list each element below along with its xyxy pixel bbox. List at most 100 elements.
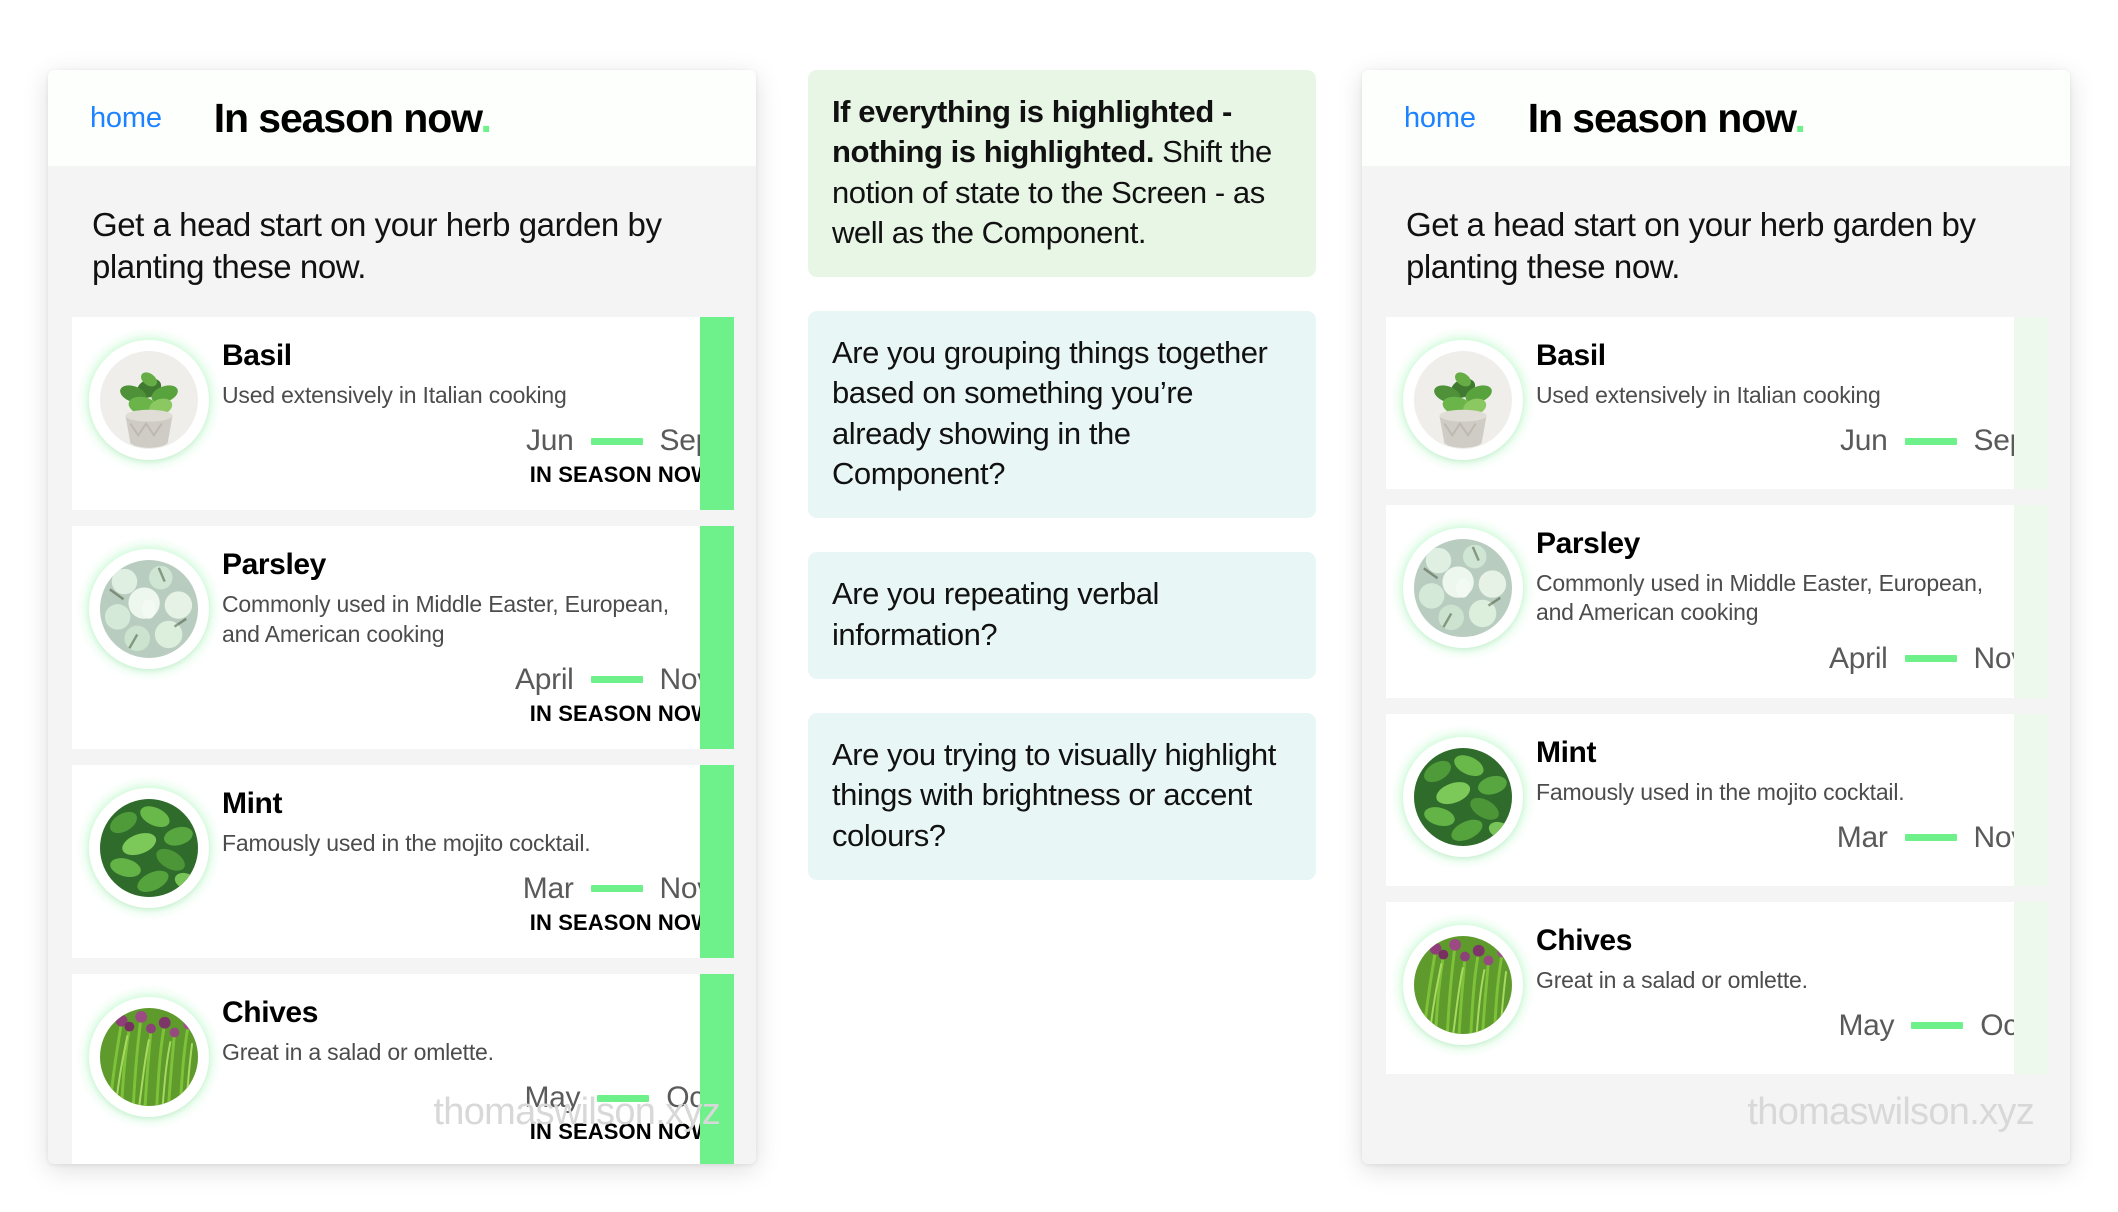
herb-description: Famously used in the mojito cocktail. xyxy=(1536,778,1905,805)
season-start-month: April xyxy=(1829,641,1888,675)
mint-leaves-icon xyxy=(1414,747,1512,846)
herb-thumbnail xyxy=(1408,929,1518,1040)
phone-panel-right: home In season now. Get a head start on … xyxy=(1362,70,2070,1164)
herb-card-list-left: Basil Used extensively in Italian cooking… xyxy=(48,317,756,1164)
herb-thumbnail xyxy=(94,792,204,903)
watermark-right: thomaswilson.xyz xyxy=(1747,1091,2034,1133)
annotation-note: If everything is highlighted - nothing i… xyxy=(808,70,1316,278)
season-range: May Oct xyxy=(1536,1009,2026,1043)
season-range: Mar Nov xyxy=(222,871,713,906)
intro-text: Get a head start on your herb garden by … xyxy=(92,206,662,285)
herb-thumbnail xyxy=(94,554,204,665)
herb-name: Chives xyxy=(1536,923,1632,957)
herb-card[interactable]: Basil Used extensively in Italian cooking… xyxy=(1386,317,2048,490)
herb-name: Mint xyxy=(222,786,283,820)
card-accent-bar xyxy=(2014,505,2048,698)
herb-description: Used extensively in Italian cooking xyxy=(1536,382,1881,409)
card-accent-bar xyxy=(2014,901,2048,1074)
herb-name: Mint xyxy=(1536,735,1597,769)
herb-card[interactable]: Mint Famously used in the mojito cocktail… xyxy=(72,764,734,958)
season-range-line-icon xyxy=(590,885,643,893)
herb-card[interactable]: Mint Famously used in the mojito cocktail… xyxy=(1386,713,2048,886)
annotation-note: Are you grouping things together based o… xyxy=(808,311,1316,519)
herb-description: Used extensively in Italian cooking xyxy=(222,382,567,409)
basil-potted-plant-icon xyxy=(100,351,198,450)
title-accent-dot: . xyxy=(1794,94,1805,141)
annotation-column: If everything is highlighted - nothing i… xyxy=(808,70,1316,914)
herb-card-body: Mint Famously used in the mojito cocktail… xyxy=(222,787,734,936)
card-accent-bar xyxy=(700,317,734,511)
herb-name: Basil xyxy=(222,339,292,373)
season-start-month: April xyxy=(515,662,574,696)
herb-card[interactable]: Chives Great in a salad or omlette. May Oct… xyxy=(72,973,734,1164)
watermark-left: thomaswilson.xyz xyxy=(433,1091,720,1133)
season-start-month: Mar xyxy=(522,871,574,905)
navigation-bar-right: home In season now. xyxy=(1362,70,2070,166)
card-accent-bar xyxy=(700,526,734,749)
card-accent-bar xyxy=(2014,713,2048,886)
herb-card[interactable]: Parsley Commonly used in Middle Easter, E… xyxy=(72,526,734,749)
card-accent-bar xyxy=(700,973,734,1164)
season-start-month: May xyxy=(1838,1008,1895,1042)
card-accent-bar xyxy=(700,764,734,958)
annotation-text: Shift the notion of state to the Screen … xyxy=(832,134,1272,250)
season-start-month: Mar xyxy=(1836,820,1888,854)
herb-description: Commonly used in Middle Easter, European… xyxy=(1536,570,1983,626)
herb-thumbnail xyxy=(1408,345,1518,456)
herb-card-body: Mint Famously used in the mojito cocktail… xyxy=(1536,736,2048,855)
herb-card[interactable]: Parsley Commonly used in Middle Easter, E… xyxy=(1386,505,2048,698)
season-range: Jun Sep xyxy=(222,424,712,458)
season-range-line-icon xyxy=(1904,655,1957,663)
mint-leaves-icon xyxy=(100,798,198,897)
home-link[interactable]: home xyxy=(1404,101,1476,134)
herb-name: Parsley xyxy=(222,548,326,582)
season-range-line-icon xyxy=(590,676,643,684)
season-range: Mar Nov xyxy=(1536,820,2027,855)
herb-thumbnail xyxy=(94,345,204,456)
herb-description: Commonly used in Middle Easter, European… xyxy=(222,591,669,647)
herb-card[interactable]: Basil Used extensively in Italian cooking… xyxy=(72,317,734,511)
title-accent-dot: . xyxy=(480,94,491,141)
intro-text: Get a head start on your herb garden by … xyxy=(1406,206,1976,285)
annotation-note: Are you trying to visually highlight thi… xyxy=(808,712,1316,880)
herb-card-body: Basil Used extensively in Italian cooking… xyxy=(1536,339,2048,458)
herb-thumbnail xyxy=(1408,533,1518,644)
herb-card[interactable]: Chives Great in a salad or omlette. May Oct xyxy=(1386,901,2048,1074)
chives-flowering-icon xyxy=(1414,935,1512,1034)
chives-flowering-icon xyxy=(100,1007,198,1106)
in-season-badge: IN SEASON NOW xyxy=(529,909,712,935)
annotation-bold-text: If everything is highlighted - nothing i… xyxy=(832,94,1232,170)
season-range: Jun Sep xyxy=(1536,424,2026,458)
herb-name: Parsley xyxy=(1536,527,1640,561)
season-start-month: Jun xyxy=(526,424,574,458)
season-start-month: Jun xyxy=(1840,424,1888,458)
page-title: In season now. xyxy=(1527,94,1806,142)
herb-card-body: Parsley Commonly used in Middle Easter, E… xyxy=(222,548,734,726)
season-range-line-icon xyxy=(590,437,643,445)
herb-card-body: Basil Used extensively in Italian cooking… xyxy=(222,339,734,488)
in-season-badge: IN SEASON NOW xyxy=(529,462,712,488)
in-season-badge: IN SEASON NOW xyxy=(529,1119,712,1145)
basil-potted-plant-icon xyxy=(1414,351,1512,450)
season-range: April Nov xyxy=(222,663,712,697)
herb-description: Great in a salad or omlette. xyxy=(222,1038,494,1065)
page-title: In season now. xyxy=(213,94,492,142)
season-start-month: May xyxy=(524,1081,581,1115)
card-accent-bar xyxy=(2014,317,2048,490)
herb-name: Chives xyxy=(222,995,318,1029)
herb-thumbnail xyxy=(1408,741,1518,852)
herb-name: Basil xyxy=(1536,339,1606,373)
home-link[interactable]: home xyxy=(90,101,162,134)
parsley-leaves-icon xyxy=(1414,539,1512,638)
annotation-text: Are you grouping things together based o… xyxy=(832,335,1268,492)
herb-card-body: Parsley Commonly used in Middle Easter, E… xyxy=(1536,527,2048,675)
season-range-line-icon xyxy=(597,1094,650,1102)
herb-description: Great in a salad or omlette. xyxy=(1536,966,1808,993)
page-title-text: In season now xyxy=(1527,94,1796,141)
annotation-text: Are you repeating verbal information? xyxy=(832,576,1159,652)
page-title-text: In season now xyxy=(213,94,482,141)
parsley-leaves-icon xyxy=(100,560,198,659)
in-season-badge: IN SEASON NOW xyxy=(529,700,712,726)
herb-card-list-right: Basil Used extensively in Italian cooking… xyxy=(1362,317,2070,1074)
